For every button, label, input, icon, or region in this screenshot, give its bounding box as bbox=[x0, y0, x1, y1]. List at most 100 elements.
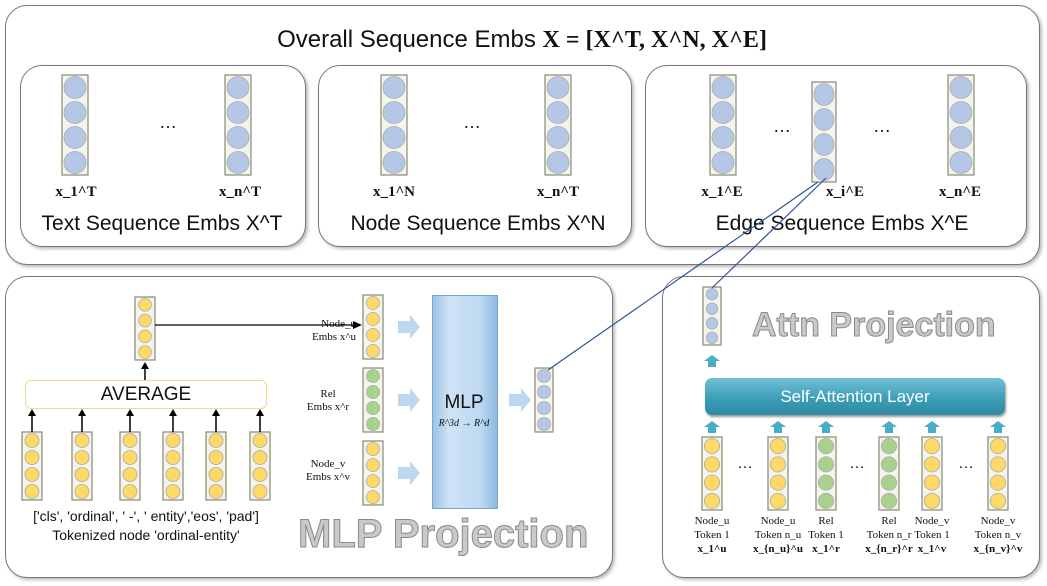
attn-token-emb-5 bbox=[987, 436, 1009, 511]
text-sequence-title: Text Sequence Embs X^T bbox=[41, 212, 283, 235]
attn-token-label-line: Node_u bbox=[694, 515, 730, 527]
embedding-cell bbox=[382, 126, 406, 149]
embedding-cell bbox=[208, 484, 224, 499]
edge-emb-mid bbox=[811, 81, 837, 183]
edge-mid-label: x_i^E bbox=[826, 184, 864, 200]
node-u-line1: Node_u bbox=[321, 318, 356, 330]
attn-token-label: Node_v Token 1 x_1^v bbox=[914, 514, 950, 556]
token-arrow-5-head bbox=[256, 409, 264, 416]
attn-token-emb-0 bbox=[701, 436, 723, 511]
embedding-cell bbox=[252, 467, 268, 482]
embedding-cell bbox=[63, 126, 87, 149]
embedding-cell bbox=[546, 126, 570, 149]
overall-formula: X = [X^T, X^N, X^E] bbox=[542, 27, 767, 53]
embedding-cell bbox=[122, 433, 138, 448]
attn-token-label-line: Token 1 bbox=[808, 529, 844, 541]
embedding-cell bbox=[165, 450, 181, 465]
node-last-label: x_n^T bbox=[536, 184, 580, 200]
rel-line1: Rel bbox=[320, 388, 336, 400]
node-sequence-box bbox=[318, 65, 632, 247]
node-v-line2: Embs x^v bbox=[306, 471, 350, 483]
embedding-cell bbox=[366, 474, 380, 488]
to-mlp-arrow-2 bbox=[398, 461, 420, 485]
embedding-cell bbox=[24, 433, 40, 448]
embedding-cell bbox=[74, 484, 90, 499]
token-arrow-2-head bbox=[126, 409, 134, 416]
text-emb-first bbox=[61, 74, 89, 176]
average-box: AVERAGE bbox=[25, 380, 267, 409]
averaged-node-emb bbox=[134, 296, 156, 361]
average-to-emb-arrow-head bbox=[141, 362, 149, 369]
embedding-cell bbox=[769, 438, 787, 455]
overall-title-text: Overall Sequence Embs bbox=[277, 26, 536, 53]
embedding-cell bbox=[705, 331, 719, 344]
attn-output-emb-frame bbox=[702, 286, 722, 346]
embedding-cell bbox=[989, 438, 1007, 455]
embedding-cell bbox=[226, 126, 250, 149]
node-emb-last bbox=[544, 74, 572, 176]
embedding-cell bbox=[63, 76, 87, 99]
attn-projection-title: Attn Projection bbox=[752, 306, 997, 345]
attn-token-emb-1 bbox=[767, 436, 789, 511]
attn-output-emb bbox=[702, 286, 722, 346]
text-sequence-box bbox=[20, 65, 306, 247]
token-arrow-4-head bbox=[212, 409, 220, 416]
embedding-cell bbox=[817, 474, 835, 491]
mlp-to-edge-link bbox=[547, 181, 819, 371]
mlp-out-arrow bbox=[509, 388, 531, 412]
embedding-cell bbox=[703, 474, 721, 491]
embedding-cell bbox=[366, 417, 380, 431]
embedding-cell bbox=[382, 76, 406, 99]
node-u-embs-label: Node_u Embs x^u bbox=[300, 318, 356, 344]
embedding-cell bbox=[769, 474, 787, 491]
embedding-cell bbox=[366, 442, 380, 456]
averaged-node-emb-frame bbox=[134, 296, 156, 361]
embedding-cell bbox=[252, 433, 268, 448]
embedding-cell bbox=[705, 317, 719, 330]
token-up-arrow-2 bbox=[818, 421, 834, 433]
embedding-cell bbox=[711, 101, 735, 124]
token-up-arrow-1 bbox=[770, 421, 786, 433]
node-sequence-title: Node Sequence Embs X^N bbox=[350, 212, 606, 235]
attn-token-emb-4-frame bbox=[921, 436, 943, 511]
attn-token-label-line: Token n_u bbox=[754, 529, 802, 541]
attn-token-label-line: x_1^r bbox=[812, 543, 840, 555]
attn-token-label-line: Node_v bbox=[914, 515, 950, 527]
text-first-label: x_1^T bbox=[55, 184, 97, 200]
mlp-label: MLP bbox=[444, 392, 484, 413]
embedding-cell bbox=[382, 101, 406, 124]
token-emb-4 bbox=[205, 431, 227, 501]
rel-emb bbox=[362, 367, 384, 433]
attn-token-emb-2-frame bbox=[815, 436, 837, 511]
attn-token-label-line: x_{n_v}^v bbox=[973, 543, 1023, 555]
attn-token-emb-2 bbox=[815, 436, 837, 511]
mlp-projection-box bbox=[5, 276, 613, 578]
embedding-cell bbox=[546, 101, 570, 124]
embedding-cell bbox=[208, 433, 224, 448]
embedding-cell bbox=[165, 433, 181, 448]
embedding-cell bbox=[74, 467, 90, 482]
attn-token-label: Node_u Token 1 x_1^u bbox=[694, 514, 730, 556]
embedding-cell bbox=[165, 467, 181, 482]
mlp-projection-title: MLP Projection bbox=[297, 512, 589, 557]
attn-token-emb-0-frame bbox=[701, 436, 723, 511]
embedding-cell bbox=[24, 467, 40, 482]
rel-emb-frame bbox=[362, 367, 384, 433]
mlp-output-emb-frame bbox=[534, 367, 554, 433]
attn-token-emb-5-frame bbox=[987, 436, 1009, 511]
node-u-emb bbox=[362, 294, 384, 360]
embedding-cell bbox=[705, 302, 719, 315]
attn-ellipsis-1: … bbox=[737, 455, 753, 472]
embedding-cell bbox=[366, 458, 380, 472]
embedding-cell bbox=[923, 492, 941, 509]
embedding-cell bbox=[226, 101, 250, 124]
attn-output-arrow bbox=[704, 355, 720, 367]
embedding-cell bbox=[74, 433, 90, 448]
embedding-cell bbox=[703, 438, 721, 455]
embedding-cell bbox=[817, 456, 835, 473]
emb-to-node-u-arrow-head bbox=[353, 321, 362, 329]
embedding-cell bbox=[366, 344, 380, 358]
text-ellipsis: … bbox=[159, 112, 177, 132]
attn-token-label-line: Node_u bbox=[760, 515, 796, 527]
